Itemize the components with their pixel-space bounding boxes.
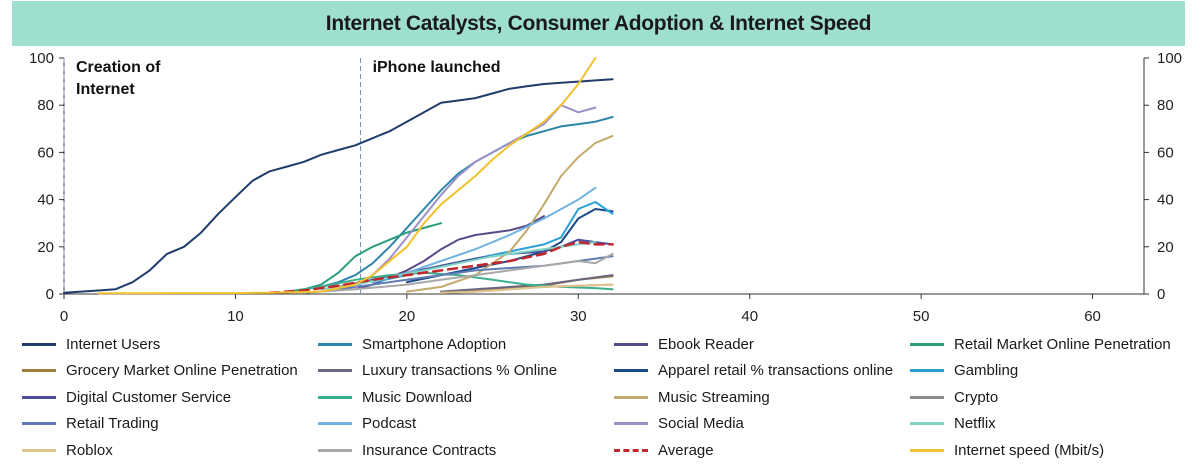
chart-title-bar: Internet Catalysts, Consumer Adoption & … [12, 1, 1185, 46]
y-tick-label-left: 20 [37, 239, 54, 256]
axes: 0 20 40 60 80 100 0 20 40 60 80 100 0 10 20 30 40 50 60 [29, 50, 1182, 325]
series-line-netflix [320, 241, 597, 291]
legend-swatch [614, 369, 648, 372]
legend-label: Internet Users [66, 335, 161, 353]
legend-label: Gambling [954, 362, 1019, 379]
legend-label: Digital Customer Service [66, 388, 232, 406]
legend-swatch [318, 369, 352, 372]
y-tick-label-left: 0 [46, 286, 54, 303]
series-line-insurance-contracts [303, 252, 614, 294]
legend-swatch [318, 448, 352, 452]
legend-item: Social Media [614, 413, 744, 435]
legend-label: Insurance Contracts [362, 441, 497, 459]
x-tick-label: 10 [227, 308, 244, 325]
chart-area: 0 20 40 60 80 100 0 20 40 60 80 100 0 10 20 30 40 50 60 Cr… [29, 50, 1182, 325]
legend-swatch [22, 369, 56, 372]
legend-item: Luxury transactions % Online [318, 360, 557, 382]
x-tick-label: 20 [399, 308, 416, 325]
legend-label: Netflix [954, 415, 996, 432]
legend-item: Retail Market Online Penetration [910, 333, 1171, 355]
legend-swatch [614, 448, 648, 452]
legend-label: Roblox [66, 441, 113, 459]
legend-item: Roblox [22, 439, 113, 461]
y-tick-label-right: 40 [1157, 192, 1174, 209]
legend-label: Apparel retail % transactions online [658, 362, 894, 379]
legend-item: Retail Trading [22, 413, 159, 435]
legend-item: Podcast [318, 413, 416, 435]
series-line-internet-users [63, 78, 614, 294]
legend-label: Ebook Reader [658, 335, 754, 353]
y-tick-label-left: 60 [37, 144, 54, 161]
series-line-roblox [440, 283, 614, 294]
annotations: Creation of Internet iPhone launched [63, 58, 501, 294]
legend-swatch [614, 342, 648, 346]
legend-swatch [910, 395, 944, 399]
y-tick-label-right: 20 [1157, 239, 1174, 256]
y-tick-label-right: 60 [1157, 144, 1174, 161]
y-tick-label-right: 100 [1157, 50, 1182, 67]
series-line-average [268, 240, 614, 295]
annotation-label: Internet [76, 81, 135, 98]
legend-swatch [22, 395, 56, 399]
y-tick-label-right: 80 [1157, 97, 1174, 114]
legend-item: Smartphone Adoption [318, 333, 506, 355]
y-tick-label-left: 100 [29, 50, 54, 67]
series-lines [63, 57, 614, 295]
chart-title: Internet Catalysts, Consumer Adoption & … [325, 11, 872, 35]
legend-swatch [22, 342, 56, 346]
legend-item: Music Download [318, 386, 472, 408]
legend-label: Crypto [954, 388, 999, 406]
legend-swatch [910, 369, 944, 372]
series-line-music-streaming [405, 134, 614, 293]
legend-item: Average [614, 439, 714, 461]
legend-item: Netflix [910, 413, 996, 435]
annotation-label: iPhone launched [373, 59, 501, 76]
x-tick-label: 50 [913, 308, 930, 325]
legend-label: Retail Trading [66, 415, 159, 432]
legend-swatch [22, 448, 56, 452]
legend-label: Internet speed (Mbit/s) [954, 441, 1105, 459]
y-tick-label-left: 40 [37, 192, 54, 209]
legend-swatch [910, 342, 944, 346]
legend-swatch [614, 422, 648, 425]
legend-label: Luxury transactions % Online [362, 362, 558, 379]
legend-label: Retail Market Online Penetration [954, 335, 1171, 353]
legend-swatch [910, 448, 944, 452]
annotation-label: Creation of [76, 59, 161, 76]
series-line-music-download [285, 271, 614, 293]
legend-item: Gambling [910, 360, 1018, 382]
series-line-retail-market-online-penetration [285, 222, 443, 293]
legend-label: Podcast [362, 415, 417, 432]
legend-label: Grocery Market Online Penetration [66, 362, 298, 379]
legend-item: Digital Customer Service [22, 386, 231, 408]
legend-swatch [318, 422, 352, 425]
series-line-podcast [371, 186, 597, 284]
legend-item: Crypto [910, 386, 998, 408]
y-tick-label-right: 0 [1157, 286, 1165, 303]
y-tick-label-left: 80 [37, 97, 54, 114]
legend-swatch [910, 422, 944, 425]
legend-item: Internet speed (Mbit/s) [910, 439, 1104, 461]
x-tick-label: 60 [1084, 308, 1101, 325]
legend-item: Grocery Market Online Penetration [22, 360, 298, 382]
legend-item: Apparel retail % transactions online [614, 360, 893, 382]
legend-swatch [318, 395, 352, 399]
legend-label: Music Streaming [658, 388, 770, 406]
legend-item: Insurance Contracts [318, 439, 496, 461]
legend-label: Social Media [658, 415, 744, 432]
legend-item: Music Streaming [614, 386, 770, 408]
legend-swatch [22, 422, 56, 425]
legend-label: Music Download [362, 388, 473, 406]
legend-label: Smartphone Adoption [362, 335, 507, 353]
legend-label: Average [658, 441, 714, 459]
x-tick-label: 30 [570, 308, 587, 325]
x-tick-label: 0 [60, 308, 68, 325]
legend-swatch [318, 342, 352, 346]
legend-item: Ebook Reader [614, 333, 754, 355]
series-line-luxury-transactions-online [440, 274, 614, 293]
legend-swatch [614, 395, 648, 399]
x-tick-label: 40 [741, 308, 758, 325]
series-line-internet-speed-mbit-s [97, 57, 597, 295]
legend-item: Internet Users [22, 333, 160, 355]
